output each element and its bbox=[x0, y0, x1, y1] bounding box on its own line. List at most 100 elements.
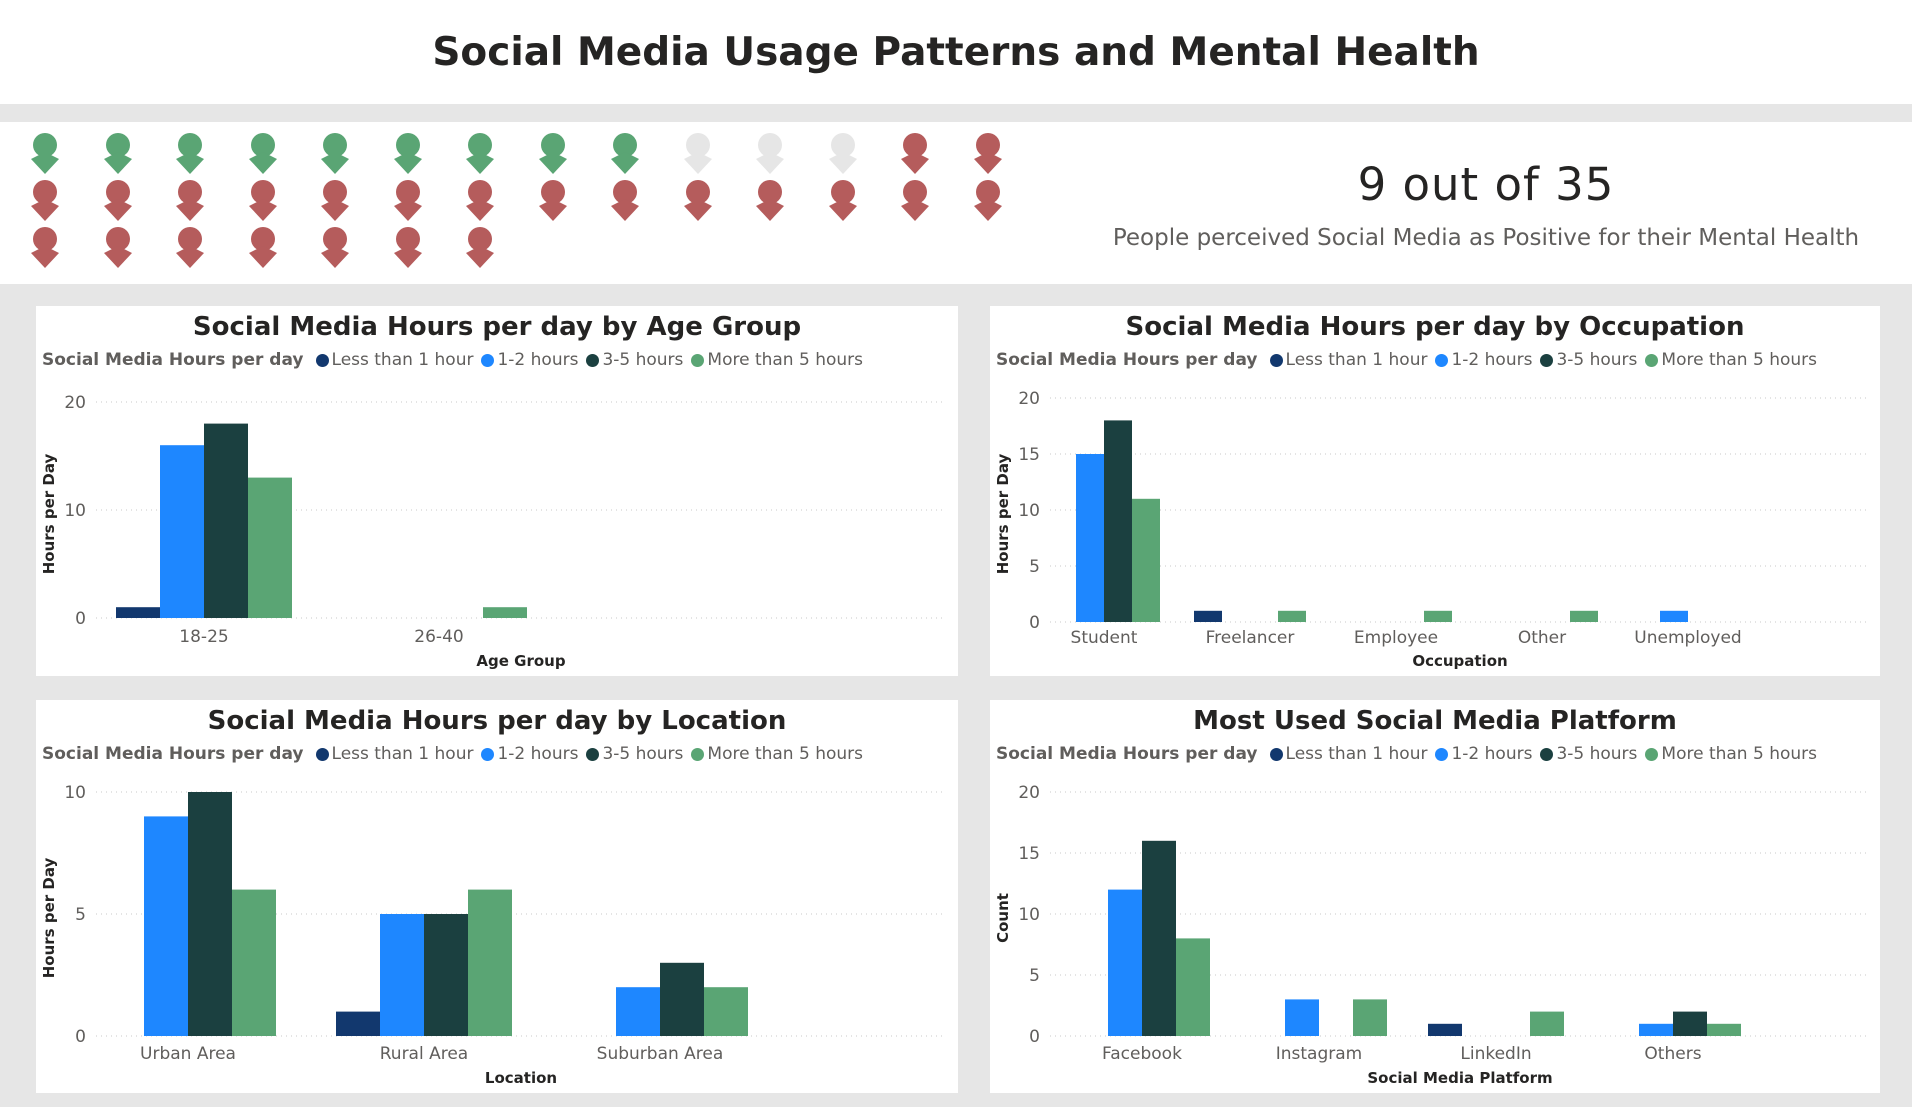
bar[interactable] bbox=[232, 889, 276, 1036]
bar[interactable] bbox=[1142, 840, 1176, 1036]
chart-title: Social Media Hours per day by Occupation bbox=[1125, 312, 1745, 342]
legend-item[interactable]: More than 5 hours bbox=[1645, 350, 1817, 370]
bar[interactable] bbox=[424, 914, 468, 1036]
bar[interactable] bbox=[160, 445, 204, 618]
person-icon bbox=[538, 133, 567, 174]
legend-label: 1-2 hours bbox=[1451, 350, 1533, 370]
bar[interactable] bbox=[1104, 420, 1132, 622]
legend-title: Social Media Hours per day bbox=[42, 350, 304, 370]
bar[interactable] bbox=[380, 914, 424, 1036]
legend-item[interactable]: Less than 1 hour bbox=[1269, 350, 1427, 370]
y-tick-label: 15 bbox=[1018, 844, 1040, 864]
y-tick-label: 20 bbox=[1018, 783, 1040, 803]
y-tick-label: 15 bbox=[1018, 445, 1040, 465]
bar[interactable] bbox=[704, 987, 748, 1036]
chart-panel-location[interactable]: Social Media Hours per day by Location S… bbox=[36, 700, 958, 1093]
chart-legend: Social Media Hours per day Less than 1 ho… bbox=[996, 350, 1825, 370]
legend-item[interactable]: 3-5 hours bbox=[586, 350, 683, 370]
person-icon bbox=[466, 133, 494, 174]
person-icon bbox=[321, 180, 349, 221]
legend-item[interactable]: 1-2 hours bbox=[481, 350, 578, 370]
bar[interactable] bbox=[1707, 1023, 1741, 1036]
person-icon bbox=[321, 227, 349, 268]
legend-marker bbox=[481, 353, 495, 367]
bar[interactable] bbox=[1076, 454, 1104, 622]
bar[interactable] bbox=[1132, 498, 1160, 622]
person-icon bbox=[248, 227, 277, 268]
legend-label: Less than 1 hour bbox=[331, 744, 474, 764]
bar-chart: 0 5 10 Urban Area Rural Area Suburban Area Loc… bbox=[40, 783, 946, 1087]
legend-label: 3-5 hours bbox=[1556, 350, 1638, 370]
y-tick-label: 5 bbox=[1029, 557, 1040, 577]
legend-marker bbox=[1540, 747, 1554, 761]
bar[interactable] bbox=[660, 962, 704, 1036]
legend-item[interactable]: More than 5 hours bbox=[691, 350, 863, 370]
legend-item[interactable]: 3-5 hours bbox=[1540, 350, 1637, 370]
bar[interactable] bbox=[616, 987, 660, 1036]
bar[interactable] bbox=[1285, 999, 1319, 1036]
y-axis-title: Count bbox=[994, 893, 1012, 943]
bar[interactable] bbox=[248, 477, 292, 618]
bar[interactable] bbox=[1428, 1023, 1462, 1036]
person-icon bbox=[176, 227, 204, 268]
x-axis-title: Age Group bbox=[476, 652, 565, 670]
bar[interactable] bbox=[1639, 1023, 1673, 1036]
legend-item[interactable]: 3-5 hours bbox=[586, 744, 683, 764]
bar[interactable] bbox=[1176, 938, 1210, 1036]
kpi-strip bbox=[0, 122, 1912, 284]
bar[interactable] bbox=[1353, 999, 1387, 1036]
legend-marker bbox=[1645, 353, 1659, 367]
bar[interactable] bbox=[1194, 610, 1222, 622]
bar[interactable] bbox=[144, 816, 188, 1036]
legend-item[interactable]: Less than 1 hour bbox=[315, 350, 473, 370]
legend-marker bbox=[1435, 353, 1449, 367]
legend-marker bbox=[1269, 747, 1283, 761]
x-tick-label: Facebook bbox=[1102, 1044, 1182, 1064]
page-title: Social Media Usage Patterns and Mental H… bbox=[432, 29, 1480, 75]
legend-label: More than 5 hours bbox=[707, 350, 864, 370]
legend-item[interactable]: 3-5 hours bbox=[1540, 744, 1637, 764]
bar[interactable] bbox=[1424, 610, 1452, 622]
legend-item[interactable]: Less than 1 hour bbox=[1269, 744, 1427, 764]
legend-item[interactable]: 1-2 hours bbox=[1435, 350, 1532, 370]
legend-marker bbox=[586, 353, 600, 367]
bar[interactable] bbox=[204, 423, 248, 618]
bar[interactable] bbox=[1673, 1011, 1707, 1036]
x-tick-label: LinkedIn bbox=[1460, 1044, 1531, 1064]
bar[interactable] bbox=[188, 792, 232, 1036]
chart-legend: Social Media Hours per day Less than 1 ho… bbox=[42, 744, 871, 764]
person-icon bbox=[973, 133, 1002, 174]
legend-item[interactable]: 1-2 hours bbox=[481, 744, 578, 764]
bar[interactable] bbox=[468, 889, 512, 1036]
y-tick-label: 10 bbox=[64, 501, 86, 521]
x-tick-label: Urban Area bbox=[140, 1044, 236, 1064]
bar[interactable] bbox=[1660, 610, 1688, 622]
x-tick-label: Employee bbox=[1354, 628, 1438, 648]
page-header: Social Media Usage Patterns and Mental H… bbox=[0, 0, 1912, 104]
bar[interactable] bbox=[1108, 889, 1142, 1036]
legend-item[interactable]: Less than 1 hour bbox=[315, 744, 474, 764]
chart-panel-age-group[interactable]: Social Media Hours per day by Age Group … bbox=[36, 306, 958, 676]
x-tick-label: Other bbox=[1518, 628, 1566, 648]
bar[interactable] bbox=[1278, 610, 1306, 622]
chart-panel-platform[interactable]: Most Used Social Media Platform Social M… bbox=[990, 700, 1880, 1093]
person-icon bbox=[103, 227, 132, 268]
bar[interactable] bbox=[1530, 1011, 1564, 1036]
person-icon bbox=[611, 133, 639, 174]
y-tick-label: 10 bbox=[1018, 501, 1040, 521]
bar[interactable] bbox=[336, 1011, 380, 1036]
bar[interactable] bbox=[1570, 610, 1598, 622]
kpi-value: 9 out of 35 bbox=[1357, 158, 1615, 211]
y-tick-label: 0 bbox=[1029, 613, 1040, 633]
bar[interactable] bbox=[116, 607, 160, 618]
legend-marker bbox=[481, 747, 495, 761]
person-icon bbox=[176, 180, 204, 221]
person-icon bbox=[103, 133, 132, 174]
legend-item[interactable]: 1-2 hours bbox=[1435, 744, 1532, 764]
chart-panel-occupation[interactable]: Social Media Hours per day by Occupation… bbox=[990, 306, 1880, 676]
legend-item[interactable]: More than 5 hours bbox=[691, 744, 863, 764]
y-axis-title: Hours per Day bbox=[40, 454, 58, 575]
bar[interactable] bbox=[483, 607, 527, 618]
x-tick-label: Student bbox=[1071, 628, 1138, 648]
legend-item[interactable]: More than 5 hours bbox=[1645, 744, 1817, 764]
